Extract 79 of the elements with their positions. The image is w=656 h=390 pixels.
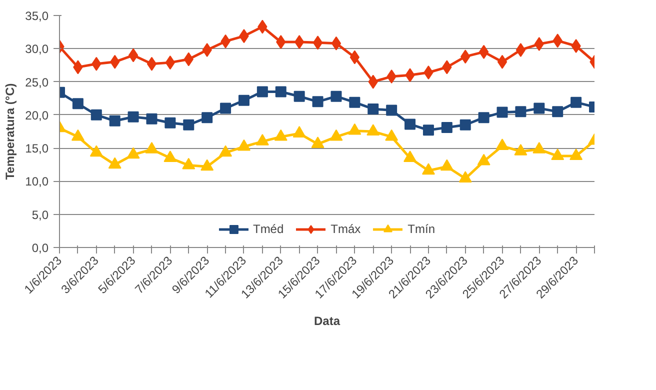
point [478,112,490,124]
point [237,139,250,151]
point [72,98,84,110]
y-tick-label: 25,0 [25,75,49,90]
point [440,159,454,171]
point [534,102,545,114]
x-axis-title: Data [314,314,340,328]
point [109,115,120,126]
point [478,44,489,59]
point [385,129,398,141]
point [331,36,342,50]
point [366,124,380,136]
point [570,96,582,108]
point [368,103,379,114]
point [219,145,232,157]
y-tick-label: 35,0 [25,9,49,23]
point [330,129,343,141]
point [294,35,304,50]
point [570,148,583,160]
point [386,104,398,116]
point [477,154,490,166]
point [422,124,434,136]
point [202,112,213,124]
point [164,117,176,128]
point [238,94,250,106]
point [330,90,342,102]
point [458,171,472,183]
point [441,122,452,134]
point [514,144,528,156]
y-tick-label: 10,0 [25,174,49,189]
y-tick-label: 30,0 [25,42,49,56]
point [71,129,84,141]
point [183,119,194,130]
point [146,56,157,71]
point [145,142,158,154]
point [312,36,323,50]
point [274,129,288,141]
point [516,42,526,57]
point [128,111,139,122]
point [460,119,471,130]
point [292,126,306,138]
legend-label: Tméd [252,222,284,236]
point [220,102,232,114]
point [532,142,546,154]
point [311,136,324,148]
y-tick-label: 5,0 [32,208,49,222]
point [90,109,102,120]
point [165,56,176,70]
point [552,106,564,118]
point [200,159,214,171]
y-axis-title: Temperatura (°C) [3,83,18,180]
point [312,96,324,108]
point [126,147,140,159]
point [515,106,526,118]
point [128,48,138,62]
point [551,148,564,160]
point [348,123,362,135]
y-tick-label: 20,0 [25,108,49,122]
point [108,157,122,169]
point [496,106,508,118]
legend-label: Tmín [408,222,436,236]
point [294,90,305,102]
y-tick-label: 0,0 [32,241,49,255]
point [497,54,508,69]
legend-label: Tmáx [330,222,361,236]
point [349,96,360,108]
point [275,86,286,98]
point [182,158,196,170]
point [256,134,269,146]
y-tick-label: 15,0 [25,142,49,156]
point [164,150,177,162]
point [404,118,416,130]
point [350,50,360,64]
point [404,150,417,162]
point [146,113,158,124]
point [90,145,103,157]
point [256,86,268,98]
point [496,138,509,150]
point [422,163,435,175]
